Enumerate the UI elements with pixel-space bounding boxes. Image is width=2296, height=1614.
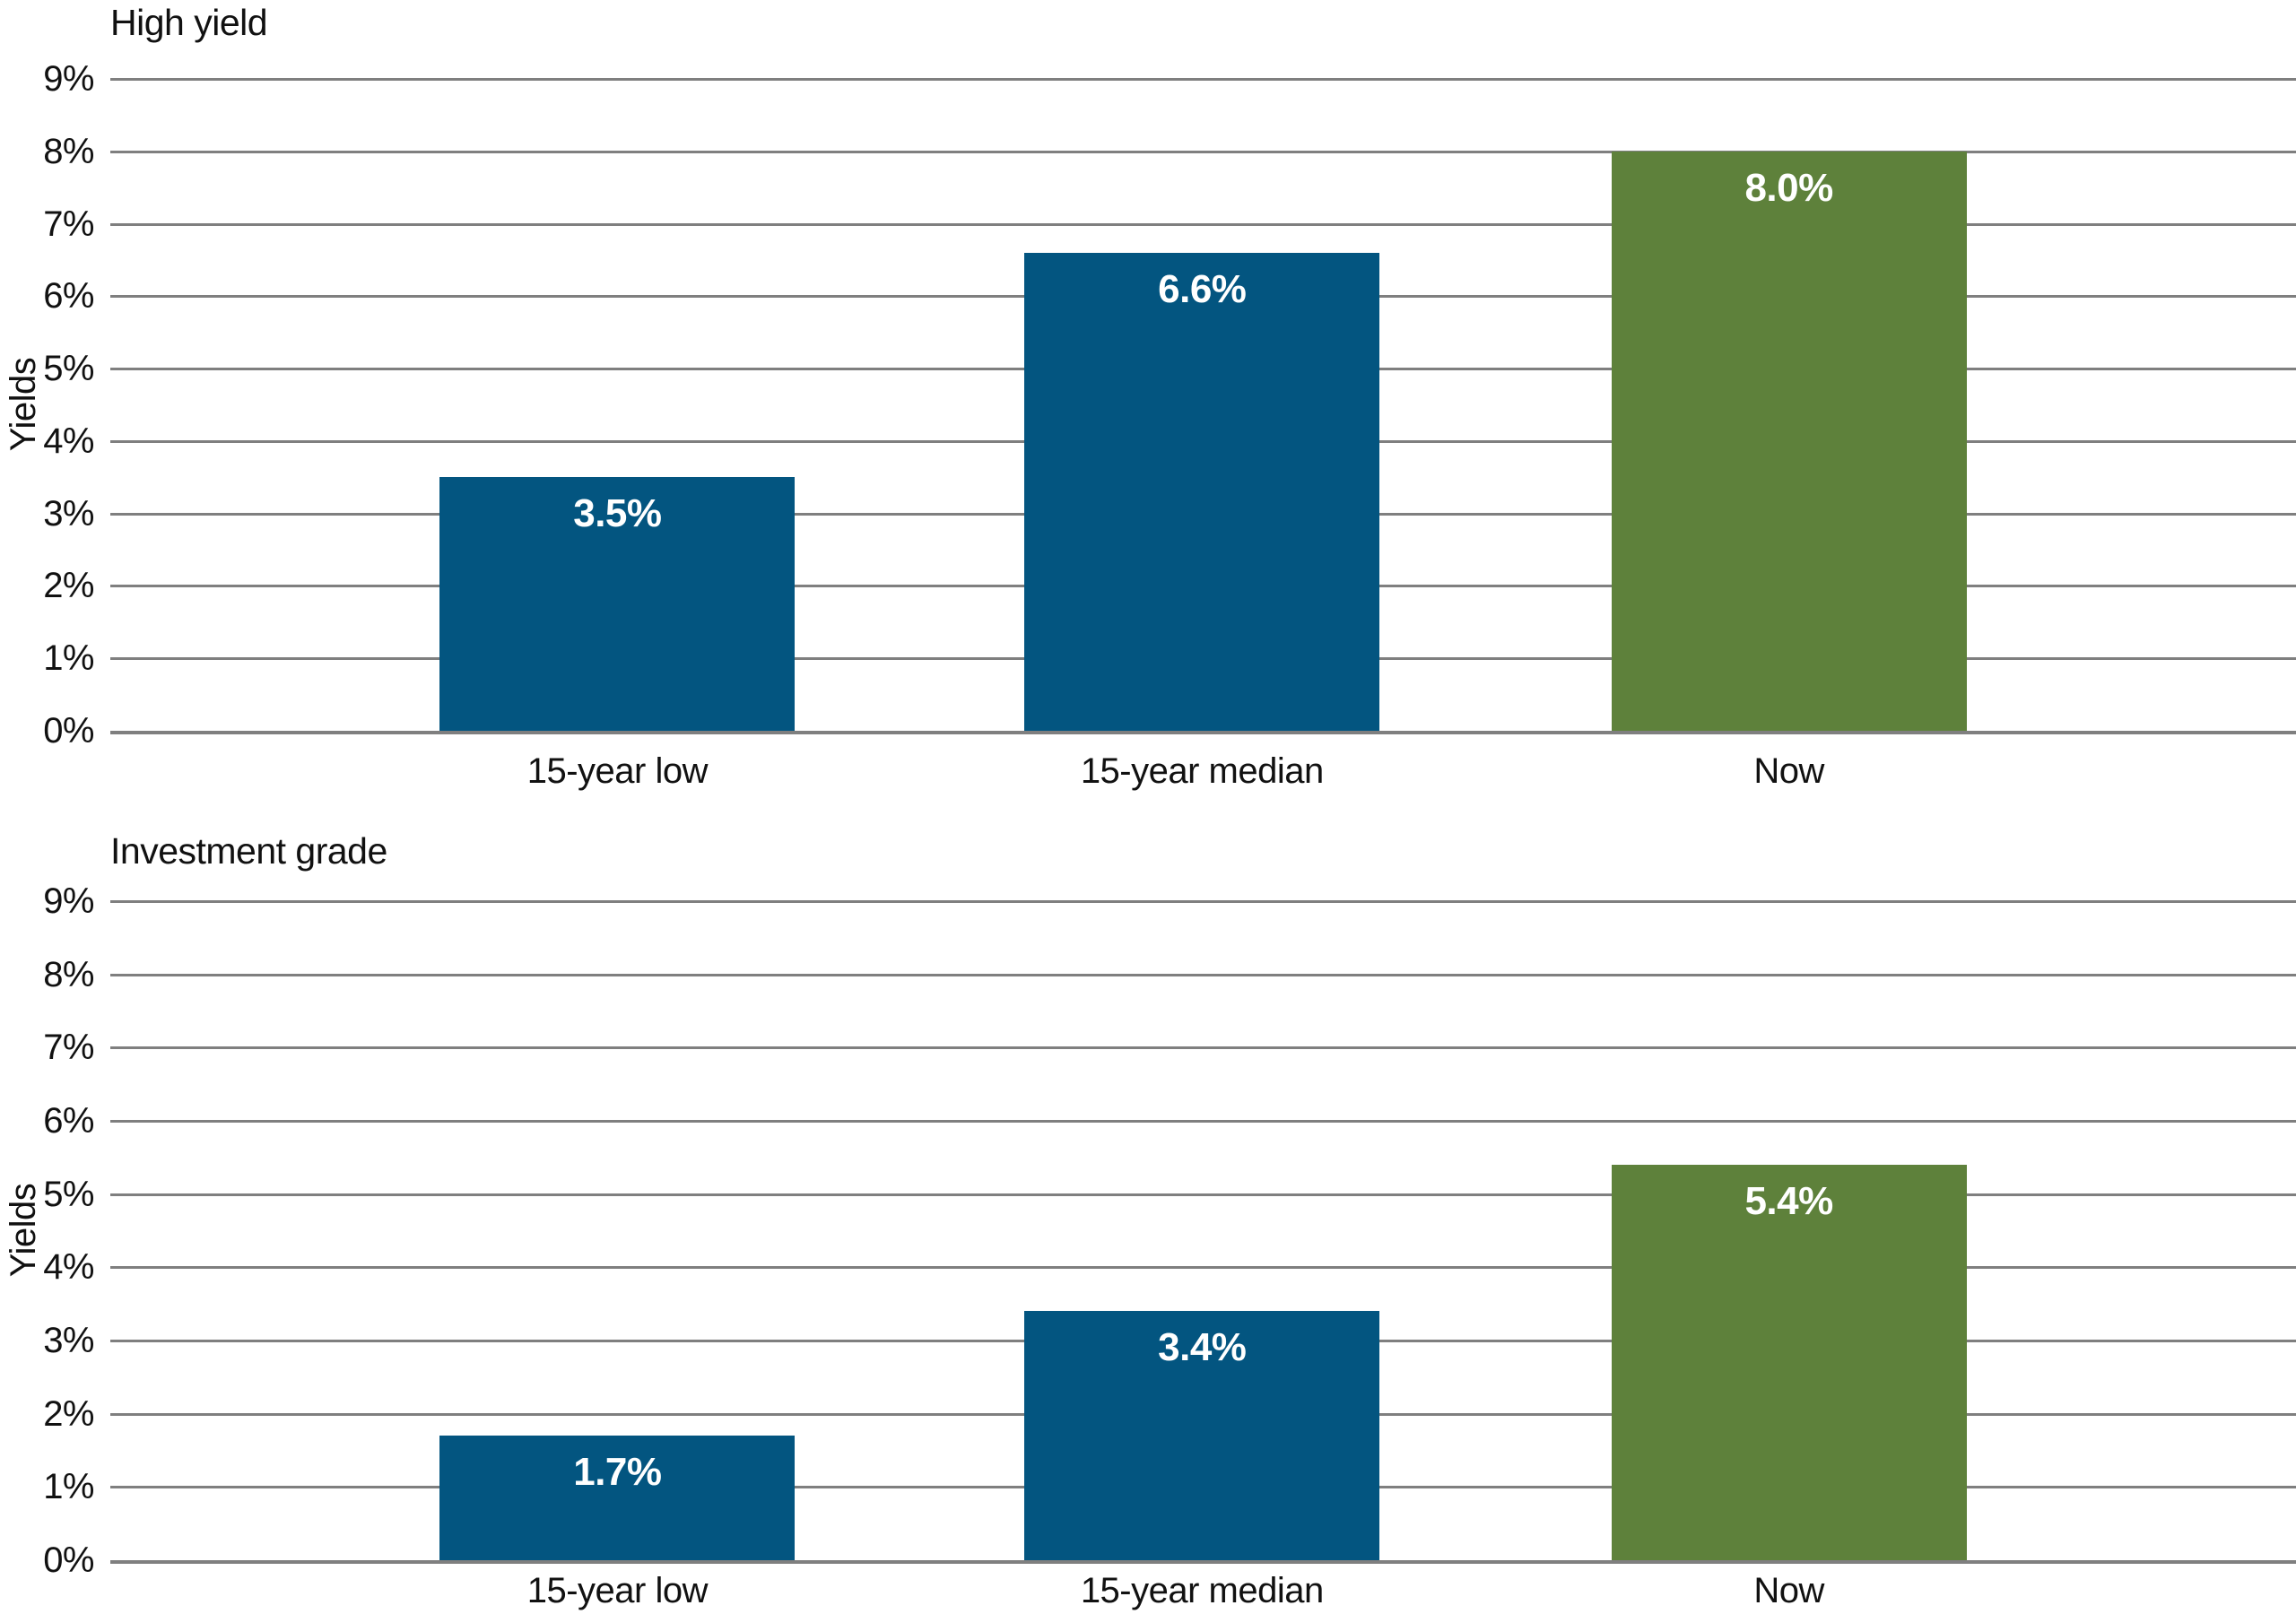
bar-15-year-low: 1.7% <box>439 1436 796 1560</box>
gridline <box>110 1266 2296 1270</box>
y-tick-label: 0% <box>43 1540 94 1580</box>
y-tick-label: 7% <box>43 1028 94 1068</box>
chart-title: Investment grade <box>110 830 387 872</box>
y-tick-label: 1% <box>43 638 94 679</box>
bar-15-year-low: 3.5% <box>439 477 796 731</box>
x-axis-label-15-year-low: 15-year low <box>526 1571 709 1610</box>
gridline <box>110 222 2296 226</box>
gridline <box>110 150 2296 153</box>
chart-title: High yield <box>110 2 268 43</box>
bar-now: 8.0% <box>1611 151 1967 731</box>
x-axis-label-15-year-median: 15-year median <box>1080 751 1324 791</box>
bar-value-label: 5.4% <box>1744 1179 1833 1223</box>
gridline <box>110 973 2296 976</box>
y-tick-label: 4% <box>43 421 94 461</box>
y-tick-label: 9% <box>43 881 94 921</box>
y-tick-label: 5% <box>43 349 94 389</box>
y-tick-label: 3% <box>43 493 94 534</box>
bar-value-label: 8.0% <box>1744 165 1833 210</box>
y-tick-label: 3% <box>43 1321 94 1360</box>
y-tick-label: 7% <box>43 204 94 244</box>
bar-value-label: 3.5% <box>573 491 662 536</box>
x-axis-label-15-year-low: 15-year low <box>526 751 709 791</box>
bar-now: 5.4% <box>1611 1165 1967 1560</box>
y-tick-label: 6% <box>43 276 94 317</box>
gridline <box>110 1120 2296 1123</box>
y-tick-label: 9% <box>43 59 94 99</box>
y-tick-label: 2% <box>43 1393 94 1434</box>
bar-value-label: 3.4% <box>1158 1325 1247 1370</box>
x-axis-baseline <box>110 1560 2296 1564</box>
y-tick-label: 4% <box>43 1247 94 1288</box>
gridline <box>110 1046 2296 1050</box>
y-tick-label: 0% <box>43 711 94 751</box>
y-tick-label: 5% <box>43 1174 94 1214</box>
y-tick-label: 1% <box>43 1467 94 1507</box>
gridline <box>110 900 2296 903</box>
x-axis-label-now: Now <box>1753 1571 1824 1610</box>
bar-value-label: 6.6% <box>1158 266 1247 311</box>
x-axis-label-15-year-median: 15-year median <box>1080 1571 1324 1610</box>
gridline <box>110 1193 2296 1196</box>
y-tick-label: 6% <box>43 1101 94 1141</box>
bar-value-label: 1.7% <box>573 1450 662 1495</box>
y-tick-label: 2% <box>43 566 94 606</box>
x-axis-baseline <box>110 731 2296 734</box>
bar-15-year-median: 6.6% <box>1024 252 1380 731</box>
y-tick-label: 8% <box>43 131 94 171</box>
bar-15-year-median: 3.4% <box>1024 1311 1380 1560</box>
y-tick-label: 8% <box>43 954 94 994</box>
x-axis-label-now: Now <box>1753 751 1824 791</box>
gridline <box>110 78 2296 81</box>
